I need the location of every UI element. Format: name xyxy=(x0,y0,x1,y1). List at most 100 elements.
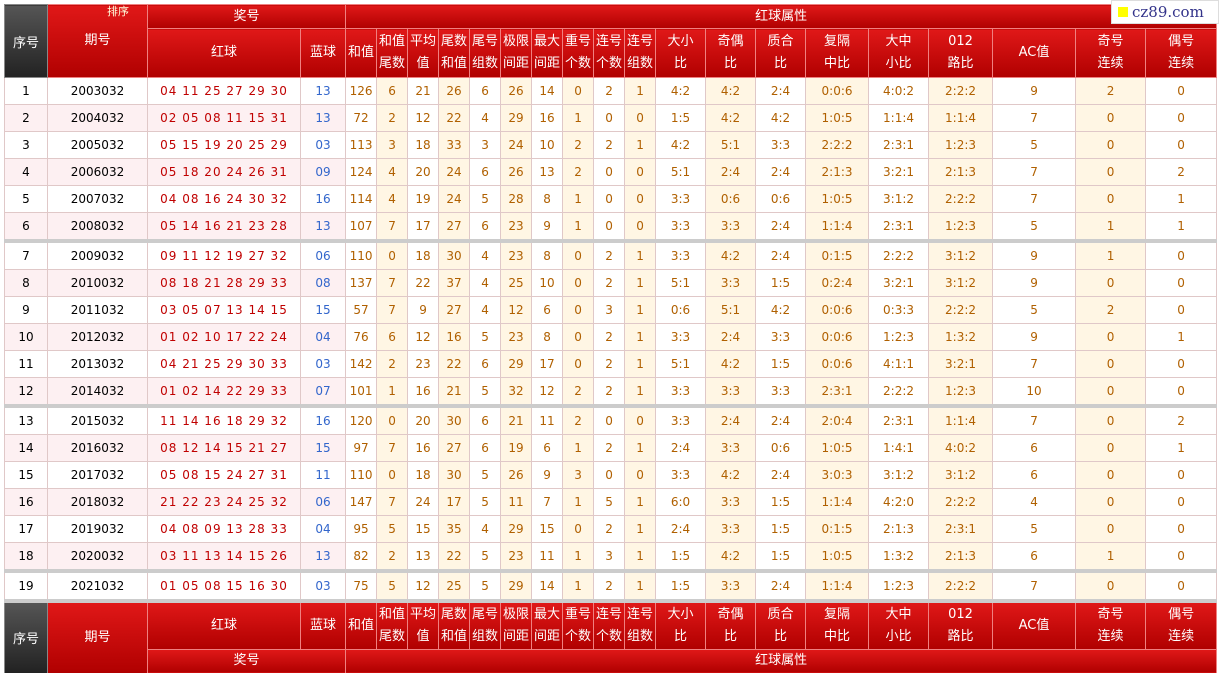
table-cell: 110 xyxy=(345,461,378,489)
data-row: 6 2008032 05 14 16 21 23 28 13 107 7 17 27 6 23 9 1… xyxy=(4,212,1218,242)
table-cell: 1 xyxy=(624,350,657,378)
table-cell: 1 xyxy=(1145,434,1218,462)
table-cell: 5 xyxy=(992,296,1077,324)
table-cell: 0 xyxy=(624,104,657,132)
table-cell: 0 xyxy=(624,212,657,242)
table-cell: 2008032 xyxy=(47,212,148,242)
table-cell: 1 xyxy=(1075,239,1147,270)
table-cell: 12 xyxy=(407,569,440,602)
table-cell: 02 05 08 11 15 31 xyxy=(147,104,301,132)
table-cell: 1:3:2 xyxy=(928,323,994,351)
table-cell: 3:2:1 xyxy=(868,158,930,186)
table-cell: 2 xyxy=(593,515,626,543)
table-cell: 5:1 xyxy=(705,131,757,159)
table-cell: 2:1:3 xyxy=(928,158,994,186)
footer-cell: 质合 比 xyxy=(755,599,807,650)
table-cell: 3:3 xyxy=(755,377,807,407)
table-cell: 01 02 14 22 29 33 xyxy=(147,377,301,407)
table-cell: 2 xyxy=(1075,77,1147,105)
table-cell: 4:2 xyxy=(705,239,757,270)
table-cell: 10 xyxy=(4,323,48,351)
table-cell: 22 xyxy=(438,350,471,378)
sort-button[interactable]: 排序 xyxy=(107,5,129,19)
table-cell: 3 xyxy=(376,131,409,159)
table-cell: 35 xyxy=(438,515,471,543)
table-cell: 18 xyxy=(407,131,440,159)
table-cell: 03 05 07 13 14 15 xyxy=(147,296,301,324)
table-cell: 17 xyxy=(407,212,440,242)
table-cell: 2:4 xyxy=(705,158,757,186)
table-cell: 28 xyxy=(500,185,533,213)
table-cell: 6 xyxy=(469,158,502,186)
table-cell: 2 xyxy=(593,269,626,297)
data-row: 10 2012032 01 02 10 17 22 24 04 76 6 12 16 5 23 8 0… xyxy=(4,323,1218,351)
table-cell: 2:4 xyxy=(705,323,757,351)
table-cell: 2:3:1 xyxy=(868,212,930,242)
table-cell: 1:0:5 xyxy=(805,104,870,132)
table-cell: 0 xyxy=(1075,323,1147,351)
table-cell: 4:2:0 xyxy=(868,488,930,516)
table-cell: 2 xyxy=(562,131,595,159)
table-cell: 2:4 xyxy=(755,77,807,105)
header-cell: 红球属性 xyxy=(345,4,1218,29)
table-cell: 2020032 xyxy=(47,542,148,572)
footer-cell: 最大 间距 xyxy=(531,599,564,650)
table-cell: 3:3 xyxy=(755,131,807,159)
table-cell: 6 xyxy=(376,323,409,351)
table-cell: 0 xyxy=(593,212,626,242)
table-cell: 21 xyxy=(407,77,440,105)
table-cell: 0 xyxy=(1075,350,1147,378)
table-cell: 7 xyxy=(992,569,1077,602)
table-cell: 75 xyxy=(345,569,378,602)
table-cell: 0 xyxy=(1145,269,1218,297)
table-cell: 1:1:4 xyxy=(805,569,870,602)
table-cell: 2:4 xyxy=(655,434,707,462)
logo[interactable]: cz89.com xyxy=(1111,0,1219,24)
table-cell: 4:2 xyxy=(705,77,757,105)
table-cell: 2:2:2 xyxy=(928,296,994,324)
table-cell: 2006032 xyxy=(47,158,148,186)
table-cell: 4 xyxy=(469,104,502,132)
table-cell: 9 xyxy=(407,296,440,324)
table-cell: 25 xyxy=(438,569,471,602)
table-cell: 1 xyxy=(624,377,657,407)
data-row: 16 2018032 21 22 23 24 25 32 06 147 7 24 17 5 11 7… xyxy=(4,488,1218,516)
table-cell: 0 xyxy=(1075,461,1147,489)
table-cell: 0:6 xyxy=(655,296,707,324)
table-cell: 1:1:4 xyxy=(805,212,870,242)
table-cell: 2:3:1 xyxy=(928,515,994,543)
footer-cell: 连号 个数 xyxy=(593,599,626,650)
table-cell: 6 xyxy=(469,434,502,462)
table-cell: 0 xyxy=(1145,488,1218,516)
table-cell: 2 xyxy=(376,542,409,572)
table-cell: 04 11 25 27 29 30 xyxy=(147,77,301,105)
table-cell: 8 xyxy=(531,239,564,270)
header-cell: 最大 间距 xyxy=(531,28,564,78)
table-cell: 1 xyxy=(376,377,409,407)
header-cell: 和值 尾数 xyxy=(376,28,409,78)
table-cell: 3:3 xyxy=(655,185,707,213)
header-cell: 奖号 xyxy=(146,4,347,29)
table-cell: 2 xyxy=(562,158,595,186)
table-cell: 12 xyxy=(500,296,533,324)
header-cell: 尾数 和值 xyxy=(438,28,471,78)
table-cell: 13 xyxy=(407,542,440,572)
table-cell: 11 xyxy=(531,404,564,435)
table-cell: 0:3:3 xyxy=(868,296,930,324)
footer-cell: 奖号 xyxy=(146,648,347,673)
header-cell: AC值 xyxy=(992,28,1077,78)
table-cell: 1 xyxy=(624,239,657,270)
footer-cell: 复隔 中比 xyxy=(805,599,870,650)
table-cell: 15 xyxy=(299,296,347,324)
table-cell: 0 xyxy=(593,461,626,489)
table-cell: 4 xyxy=(992,488,1077,516)
table-cell: 1:2:3 xyxy=(868,323,930,351)
footer-cell: 尾数 和值 xyxy=(438,599,471,650)
table-cell: 18 xyxy=(407,461,440,489)
table-cell: 0:0:6 xyxy=(805,323,870,351)
table-cell: 25 xyxy=(500,269,533,297)
table-cell: 0:0:6 xyxy=(805,77,870,105)
table-cell: 8 xyxy=(4,269,48,297)
table-cell: 8 xyxy=(531,323,564,351)
table-cell: 2:2:2 xyxy=(928,488,994,516)
